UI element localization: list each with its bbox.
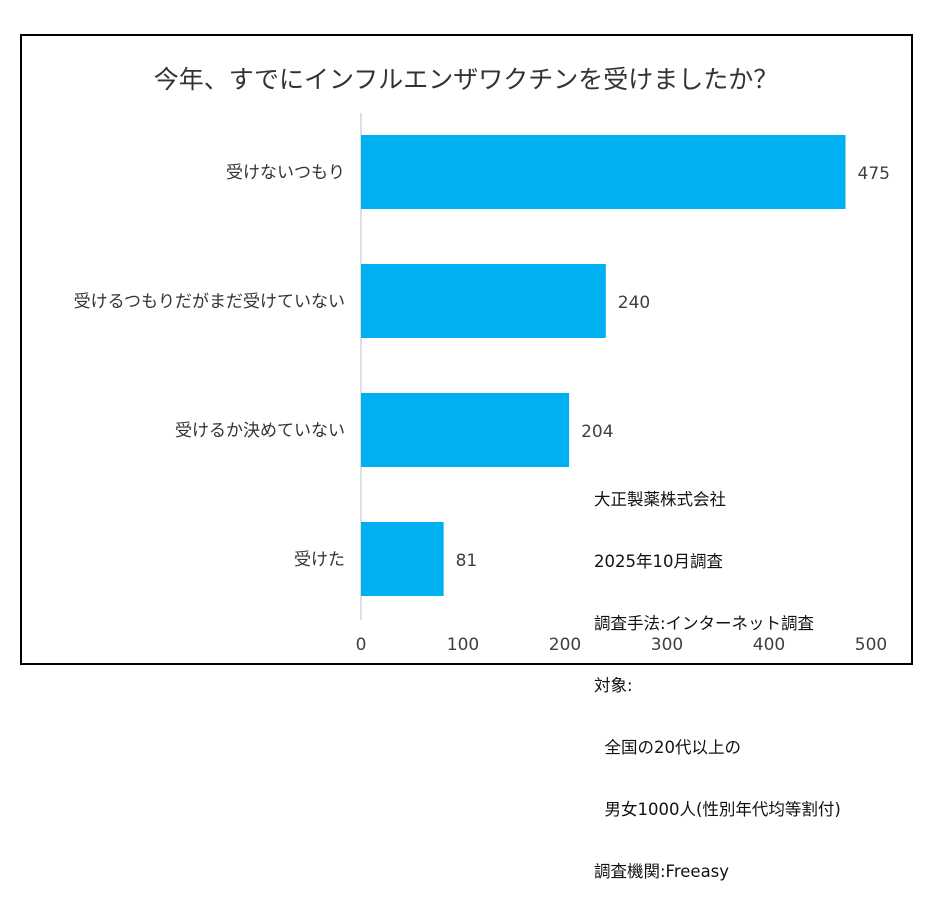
category-label: 受けないつもり [226,163,345,183]
x-tick-label: 100 [447,635,479,655]
data-label: 81 [456,551,478,571]
bar-chart: 受けないつもり 475 受けるつもりだがまだ受けていない 240 受けるか決めていない 2… [74,113,890,655]
x-tick-label: 500 [855,635,887,655]
data-label: 240 [618,293,650,313]
bar [361,264,606,338]
note-line: 対象: [594,676,633,695]
x-tick-label: 400 [753,635,785,655]
note-line: 大正製薬株式会社 [594,490,726,509]
bar [361,393,570,467]
survey-note: 大正製薬株式会社 2025年10月調査 調査手法:インターネット調査 対象: 全… [594,450,841,903]
x-tick-label: 200 [549,635,581,655]
chart-title: 今年、すでにインフルエンザワクチンを受けましたか？ [153,65,779,94]
category-label: 受けた [294,550,345,570]
bar [361,522,444,596]
bar [361,135,846,209]
data-label: 204 [581,422,613,442]
note-line: 男女1000人(性別年代均等割付) [594,800,841,819]
note-line: 調査機関:Freeasy [594,862,730,881]
note-line: 調査手法:インターネット調査 [594,614,815,633]
note-line: 2025年10月調査 [594,552,723,571]
category-label: 受けるか決めていない [175,421,345,441]
x-tick-label: 0 [356,635,367,655]
data-label: 475 [858,164,890,184]
category-label: 受けるつもりだがまだ受けていない [74,292,345,312]
x-tick-label: 300 [651,635,683,655]
chart-frame [20,34,913,665]
note-line: 全国の20代以上の [594,738,741,757]
